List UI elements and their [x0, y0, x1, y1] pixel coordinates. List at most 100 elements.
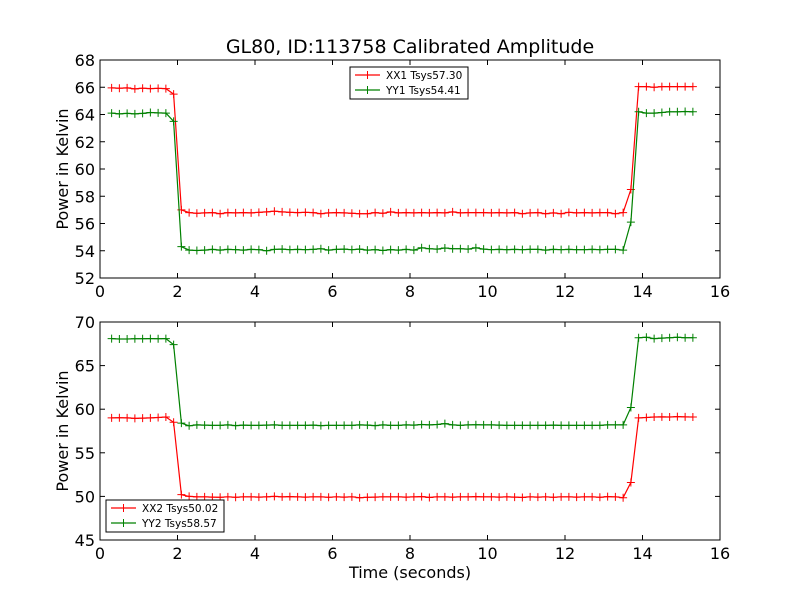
data-point-marker: [619, 420, 628, 429]
data-point-marker: [293, 208, 302, 217]
data-point-marker: [130, 84, 139, 93]
data-point-marker: [347, 492, 356, 501]
data-point-marker: [332, 421, 341, 430]
data-point-marker: [580, 245, 589, 254]
data-point-marker: [285, 421, 294, 430]
legend-marker: [119, 519, 128, 527]
data-point-marker: [262, 246, 271, 255]
data-point-marker: [293, 245, 302, 254]
data-point-marker: [169, 340, 178, 349]
data-point-marker: [580, 421, 589, 430]
data-point-marker: [673, 82, 682, 91]
data-point-marker: [347, 421, 356, 430]
data-point-marker: [138, 84, 147, 93]
data-point-marker: [533, 208, 542, 217]
data-point-marker: [588, 421, 597, 430]
data-point-marker: [386, 245, 395, 254]
data-point-marker: [270, 420, 279, 429]
data-point-marker: [626, 478, 635, 487]
data-point-marker: [440, 244, 449, 253]
data-point-marker: [301, 208, 310, 217]
data-point-marker: [355, 493, 364, 502]
data-point-marker: [665, 82, 674, 91]
data-point-marker: [340, 493, 349, 502]
data-point-marker: [665, 107, 674, 116]
data-point-marker: [433, 420, 442, 429]
data-point-marker: [495, 493, 504, 502]
data-point-marker: [161, 109, 170, 118]
y-tick-label: 60: [75, 400, 95, 419]
x-tick-label: 14: [632, 282, 652, 301]
data-point-marker: [595, 493, 604, 502]
data-point-marker: [247, 421, 256, 430]
data-point-marker: [634, 333, 643, 342]
y-axis-label: Power in Kelvin: [53, 370, 72, 491]
data-point-marker: [278, 207, 287, 216]
data-point-marker: [456, 244, 465, 253]
data-point-marker: [456, 421, 465, 430]
data-point-marker: [146, 334, 155, 343]
data-point-marker: [378, 420, 387, 429]
data-point-marker: [185, 208, 194, 217]
x-tick-label: 4: [250, 282, 260, 301]
data-point-marker: [425, 244, 434, 253]
y-tick-label: 55: [75, 444, 95, 463]
data-point-marker: [239, 492, 248, 501]
x-tick-label: 2: [172, 544, 182, 563]
data-point-marker: [340, 245, 349, 254]
data-point-marker: [216, 421, 225, 430]
data-point-marker: [107, 83, 116, 92]
data-point-marker: [115, 413, 124, 422]
data-point-marker: [254, 245, 263, 254]
data-point-marker: [665, 333, 674, 342]
data-point-marker: [433, 492, 442, 501]
data-point-marker: [402, 208, 411, 217]
data-point-marker: [262, 492, 271, 501]
data-point-marker: [650, 109, 659, 118]
data-point-marker: [324, 493, 333, 502]
data-point-marker: [634, 107, 643, 116]
data-point-marker: [378, 209, 387, 218]
data-point-marker: [324, 246, 333, 255]
x-tick-label: 12: [555, 282, 575, 301]
data-point-marker: [231, 421, 240, 430]
y-tick-label: 60: [75, 160, 95, 179]
data-point-marker: [355, 420, 364, 429]
data-point-marker: [254, 421, 263, 430]
data-point-marker: [409, 208, 418, 217]
data-point-marker: [471, 492, 480, 501]
data-point-marker: [208, 208, 217, 217]
data-point-marker: [456, 492, 465, 501]
data-point-marker: [208, 421, 217, 430]
data-point-marker: [479, 208, 488, 217]
data-point-marker: [394, 492, 403, 501]
y-tick-label: 54: [75, 242, 95, 261]
data-point-marker: [409, 492, 418, 501]
data-point-marker: [526, 245, 535, 254]
data-point-marker: [502, 208, 511, 217]
data-point-marker: [564, 421, 573, 430]
data-point-marker: [216, 209, 225, 218]
data-point-marker: [107, 334, 116, 343]
data-point-marker: [688, 107, 697, 116]
data-point-marker: [518, 493, 527, 502]
legend: XX1 Tsys57.30 YY1 Tsys54.41: [349, 66, 469, 100]
data-point-marker: [564, 492, 573, 501]
data-point-marker: [572, 208, 581, 217]
y-tick-label: 50: [75, 487, 95, 506]
data-point-marker: [657, 108, 666, 117]
data-point-marker: [533, 245, 542, 254]
data-point-marker: [619, 493, 628, 502]
data-point-marker: [185, 492, 194, 501]
data-point-marker: [657, 82, 666, 91]
data-point-marker: [107, 109, 116, 118]
data-point-marker: [495, 421, 504, 430]
data-point-marker: [510, 245, 519, 254]
data-point-marker: [394, 208, 403, 217]
data-point-marker: [316, 492, 325, 501]
data-point-marker: [657, 334, 666, 343]
data-point-marker: [340, 421, 349, 430]
data-point-marker: [386, 207, 395, 216]
data-point-marker: [673, 107, 682, 116]
